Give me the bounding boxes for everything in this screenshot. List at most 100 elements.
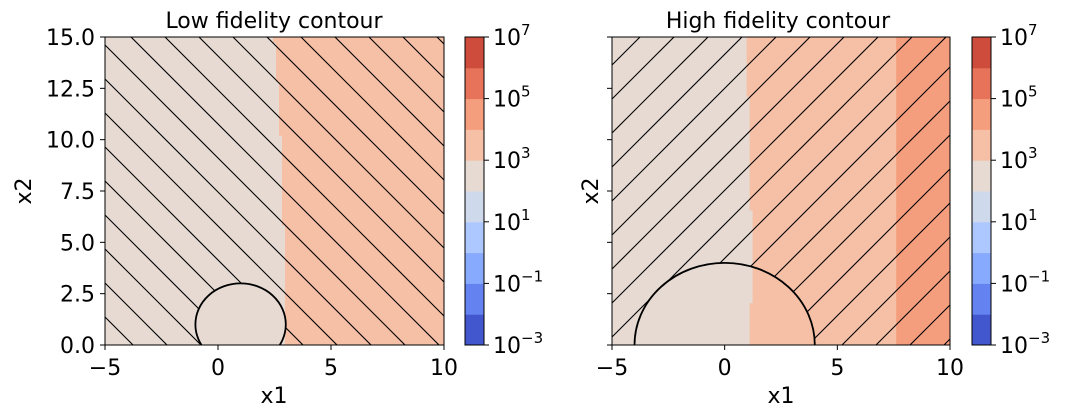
contour-cell [252, 84, 256, 89]
contour-cell [384, 63, 388, 68]
contour-cell [360, 63, 364, 68]
contour-cell [123, 87, 127, 92]
contour-cell [252, 87, 256, 92]
contour-cell [144, 90, 148, 95]
contour-cell [423, 78, 427, 83]
contour-cell [156, 51, 160, 56]
contour-cell [396, 51, 400, 56]
contour-cell [174, 75, 178, 80]
contour-cell [330, 54, 334, 59]
contour-cell [345, 84, 349, 89]
contour-cell [351, 78, 355, 83]
contour-cell [378, 84, 382, 89]
contour-cell [261, 99, 265, 104]
contour-cell [303, 84, 307, 89]
contour-cell [375, 57, 379, 62]
contour-cell [363, 66, 367, 71]
contour-cell [147, 93, 151, 98]
contour-cell [285, 66, 289, 71]
contour-cell [171, 60, 175, 65]
contour-cell [123, 90, 127, 95]
contour-cell [132, 90, 136, 95]
contour-cell [159, 37, 163, 41]
contour-cell [276, 99, 280, 104]
contour-cell [279, 60, 283, 65]
contour-cell [216, 37, 220, 41]
contour-cell [108, 63, 112, 68]
contour-cell [117, 66, 121, 71]
contour-cell [219, 57, 223, 62]
contour-cell [432, 66, 436, 71]
contour-cell [318, 60, 322, 65]
contour-cell [402, 57, 406, 62]
contour-cell [219, 69, 223, 74]
contour-cell [417, 39, 421, 44]
contour-cell [126, 37, 130, 41]
contour-cell [216, 54, 220, 59]
contour-cell [114, 39, 118, 44]
contour-cell [267, 42, 271, 47]
contour-cell [126, 72, 130, 77]
contour-cell [156, 45, 160, 50]
contour-cell [147, 84, 151, 89]
contour-cell [345, 78, 349, 83]
contour-cell [174, 57, 178, 62]
contour-cell [324, 87, 328, 92]
contour-cell [240, 42, 244, 47]
contour-cell [156, 48, 160, 53]
contour-cell [252, 51, 256, 56]
contour-cell [324, 96, 328, 101]
contour-cell [219, 96, 223, 101]
contour-cell [420, 60, 424, 65]
contour-cell [408, 96, 412, 101]
contour-cell [357, 81, 361, 86]
contour-cell [303, 81, 307, 86]
contour-cell [330, 75, 334, 80]
contour-cell [252, 69, 256, 74]
contour-cell [429, 81, 433, 86]
contour-cell [237, 90, 241, 95]
contour-cell [396, 75, 400, 80]
contour-cell [186, 93, 190, 98]
contour-cell [291, 37, 295, 41]
contour-cell [231, 45, 235, 50]
contour-cell [360, 42, 364, 47]
contour-cell [351, 54, 355, 59]
contour-cell [384, 69, 388, 74]
contour-cell [348, 72, 352, 77]
contour-cell [303, 48, 307, 53]
contour-cell [237, 39, 241, 44]
contour-cell [417, 45, 421, 50]
contour-cell [261, 60, 265, 65]
contour-cell [372, 90, 376, 95]
contour-cell [426, 57, 430, 62]
contour-cell [315, 96, 319, 101]
contour-cell [336, 72, 340, 77]
contour-cell [384, 66, 388, 71]
contour-cell [282, 63, 286, 68]
contour-cell [390, 51, 394, 56]
contour-cell [402, 63, 406, 68]
contour-cell [267, 69, 271, 74]
contour-cell [381, 90, 385, 95]
contour-cell [363, 63, 367, 68]
contour-cell [117, 60, 121, 65]
contour-cell [204, 84, 208, 89]
contour-cell [114, 60, 118, 65]
contour-cell [423, 54, 427, 59]
contour-cell [339, 93, 343, 98]
contour-cell [348, 69, 352, 74]
contour-cell [273, 99, 277, 104]
contour-cell [156, 60, 160, 65]
contour-cell [231, 54, 235, 59]
contour-cell [264, 54, 268, 59]
contour-cell [339, 90, 343, 95]
contour-cell [177, 84, 181, 89]
contour-cell [234, 75, 238, 80]
contour-cell [141, 90, 145, 95]
contour-cell [420, 84, 424, 89]
contour-cell [285, 45, 289, 50]
contour-cell [174, 54, 178, 59]
contour-cell [348, 42, 352, 47]
contour-cell [393, 66, 397, 71]
